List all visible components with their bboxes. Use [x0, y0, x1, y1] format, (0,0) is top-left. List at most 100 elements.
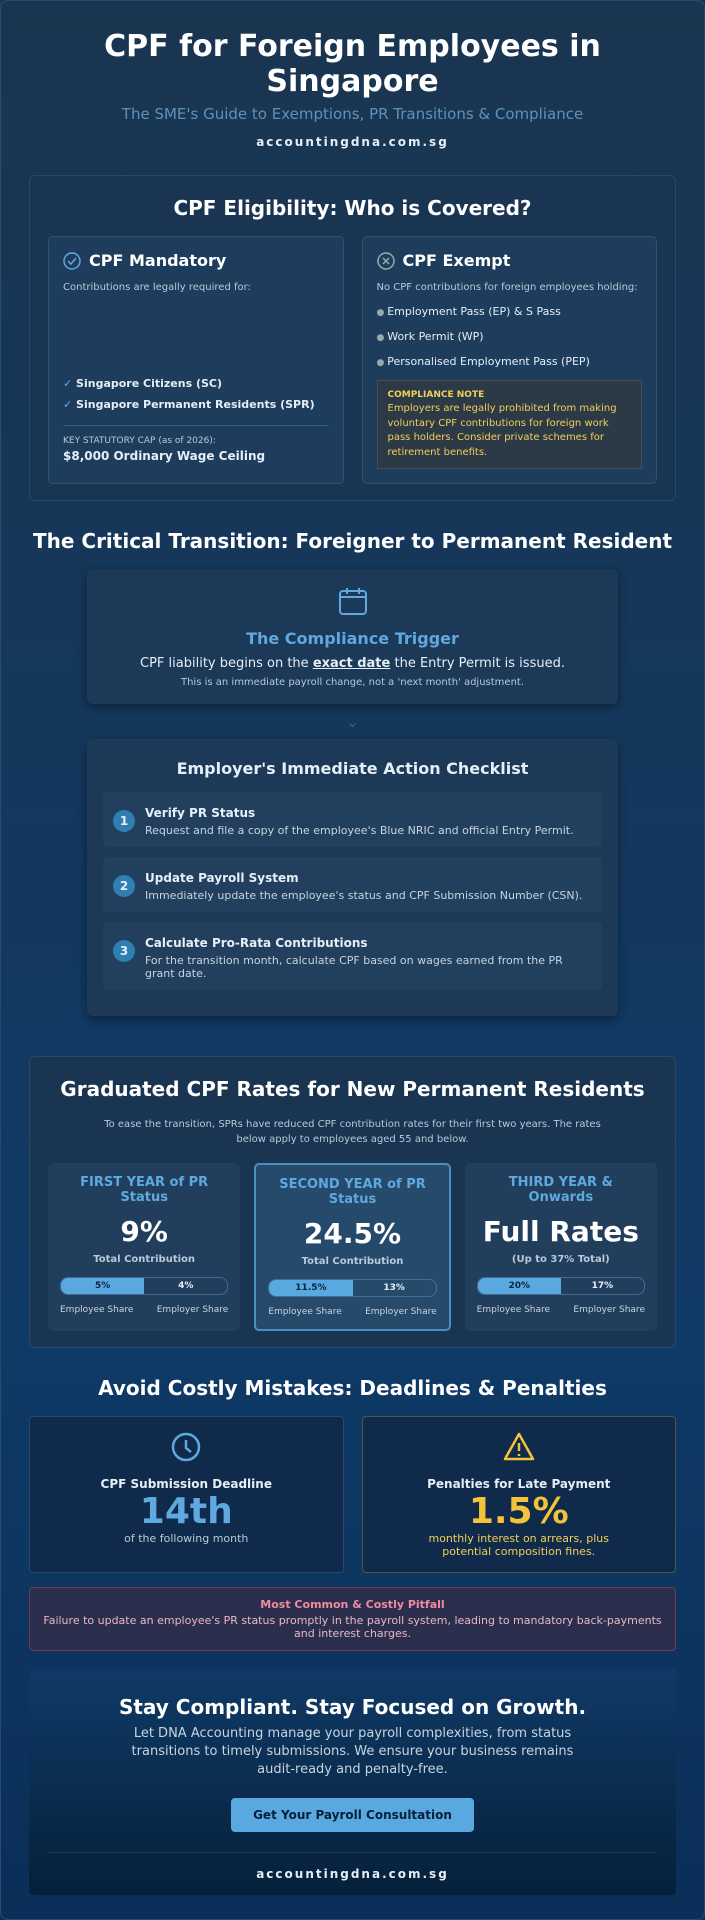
step: 2 Update Payroll System Immediately update… — [103, 857, 602, 913]
card-value: 14th — [139, 1491, 233, 1533]
exempt-box: CPF Exempt No CPF contributions for fore… — [361, 236, 657, 485]
box-title: CPF Exempt — [402, 251, 511, 270]
share-bar: 5% 4% — [60, 1277, 229, 1296]
share-bar: 20% 17% — [476, 1277, 645, 1296]
cap-value: $8,000 Ordinary Wage Ceiling — [63, 449, 266, 463]
item: Work Permit (WP) — [377, 330, 643, 343]
title: CPF for Foreign Employees in Singapore — [104, 29, 601, 99]
cap-label: KEY STATUTORY CAP (as of 2026): — [63, 436, 216, 446]
intro: To ease the transition, SPRs have reduce… — [104, 1119, 601, 1146]
rate-value: Full Rates — [482, 1215, 639, 1249]
x-icon — [376, 251, 395, 270]
employer-label: Employer Share — [156, 1305, 229, 1316]
employee-label: Employee Share — [60, 1305, 134, 1316]
rate-value: 9% — [120, 1215, 168, 1249]
cta-button[interactable]: Get Your Payroll Consultation — [231, 1797, 474, 1832]
rate-card: FIRST YEAR of PR Status 9% Total Contribut… — [48, 1163, 241, 1332]
rate-label: (Up to 37% Total) — [511, 1254, 610, 1266]
rate-value: 24.5% — [303, 1217, 402, 1251]
step-body: Update Payroll System Immediately update … — [145, 867, 582, 902]
emphasis: exact date — [312, 656, 391, 672]
subtext: This is an immediate payroll change, not… — [180, 677, 525, 689]
step-title: Update Payroll System — [145, 871, 299, 886]
steps: 1 Verify PR Status Request and file a copy… — [103, 792, 602, 991]
step: 3 Calculate Pro-Rata Contributions For the… — [103, 922, 602, 991]
intro: No CPF contributions for foreign employe… — [376, 282, 638, 293]
section-title: CPF Eligibility: Who is Covered? — [173, 196, 532, 220]
card-title: Penalties for Late Payment — [427, 1477, 611, 1492]
step-body: Verify PR Status Request and file a copy … — [145, 802, 574, 837]
share-bar: 11.5% 13% — [268, 1279, 437, 1298]
rate-label: Total Contribution — [93, 1254, 196, 1266]
cta-text: Let DNA Accounting manage your payroll c… — [131, 1726, 574, 1778]
check-icon — [63, 251, 81, 270]
clock-icon — [172, 1432, 201, 1462]
step-number: 3 — [113, 940, 135, 963]
section-title: Graduated CPF Rates for New Permanent Re… — [60, 1077, 645, 1102]
step-number: 2 — [113, 875, 135, 898]
employee-share: 5% — [61, 1278, 145, 1295]
warning-icon — [503, 1432, 534, 1461]
rate-card: SECOND YEAR of PR Status 24.5% Total Contr… — [254, 1163, 451, 1332]
section-title: The Critical Transition: Foreigner to Pe… — [32, 529, 673, 554]
employee-share: 11.5% — [269, 1280, 353, 1297]
rate-card: THIRD YEAR & Onwards Full Rates (Up to 37%… — [464, 1163, 657, 1332]
step-body: Calculate Pro-Rata Contributions For the … — [145, 932, 592, 980]
card-text: monthly interest on arrears, plus potent… — [428, 1532, 609, 1559]
note-text: Employers are legally prohibited from ma… — [387, 403, 617, 458]
eligibility-section: CPF Eligibility: Who is Covered? CPF Man… — [29, 175, 676, 502]
pitfall-title: Most Common & Costly Pitfall — [260, 1598, 445, 1612]
rate-label: Total Contribution — [301, 1256, 404, 1268]
cta-title: Stay Compliant. Stay Focused on Growth. — [118, 1695, 587, 1720]
compliance-note: COMPLIANCE NOTE Employers are legally pro… — [376, 380, 642, 470]
employer-share: 4% — [178, 1281, 194, 1292]
share-labels: Employee Share Employer Share — [268, 1307, 436, 1317]
note-title: COMPLIANCE NOTE — [387, 390, 485, 400]
employee-share: 20% — [477, 1278, 561, 1295]
rates-section: Graduated CPF Rates for New Permanent Re… — [29, 1056, 676, 1349]
step-title: Verify PR Status — [145, 806, 256, 821]
employee-label: Employee Share — [268, 1307, 342, 1318]
employee-label: Employee Share — [476, 1305, 551, 1316]
chevron: ⌄ — [345, 712, 360, 732]
rate-cards: FIRST YEAR of PR Status 9% Total Contribut… — [48, 1163, 657, 1332]
employer-share: 17% — [591, 1281, 614, 1292]
text: CPF liability begins on the — [140, 656, 309, 672]
item: Personalised Employment Pass (PEP) — [377, 355, 643, 368]
step-text: Request and file a copy of the employee'… — [145, 824, 574, 838]
card-value: 1.5% — [468, 1491, 569, 1533]
employer-label: Employer Share — [573, 1305, 645, 1316]
card-text: of the following month — [124, 1532, 249, 1546]
calendar-icon — [338, 588, 367, 616]
pitfall: Most Common & Costly Pitfall Failure to u… — [29, 1587, 676, 1652]
pitfall-text: Failure to update an employee's PR statu… — [43, 1614, 662, 1641]
penalty-cards: CPF Submission Deadline 14th of the foll… — [29, 1416, 676, 1574]
box-title: CPF Mandatory — [89, 251, 227, 270]
trigger-title: The Compliance Trigger — [246, 629, 459, 649]
subtitle: The SME's Guide to Exemptions, PR Transi… — [121, 105, 584, 123]
item: Singapore Citizens (SC) — [63, 377, 329, 390]
share-labels: Employee Share Employer Share — [60, 1305, 228, 1315]
step: 1 Verify PR Status Request and file a copy… — [103, 792, 602, 848]
rate-title: FIRST YEAR of PR Status — [80, 1175, 209, 1206]
rate-title: SECOND YEAR of PR Status — [279, 1177, 426, 1208]
employer-share: 13% — [383, 1283, 405, 1294]
step-title: Calculate Pro-Rata Contributions — [145, 936, 368, 951]
rate-title: THIRD YEAR & Onwards — [508, 1175, 613, 1206]
step-number: 1 — [113, 810, 135, 833]
trigger-card: The Compliance Trigger CPF liability beg… — [87, 569, 618, 705]
intro: Contributions are legally required for: — [63, 282, 251, 293]
text: the Entry Permit is issued. — [394, 656, 565, 672]
deadline-card: CPF Submission Deadline 14th of the foll… — [29, 1416, 344, 1574]
employer-label: Employer Share — [365, 1307, 437, 1318]
step-text: Immediately update the employee's status… — [145, 889, 583, 903]
section-title: Avoid Costly Mistakes: Deadlines & Penal… — [98, 1376, 607, 1401]
share-labels: Employee Share Employer Share — [477, 1305, 645, 1315]
item: Singapore Permanent Residents (SPR) — [63, 398, 329, 411]
card-title: CPF Submission Deadline — [100, 1477, 272, 1492]
step-text: For the transition month, calculate CPF … — [145, 954, 563, 981]
